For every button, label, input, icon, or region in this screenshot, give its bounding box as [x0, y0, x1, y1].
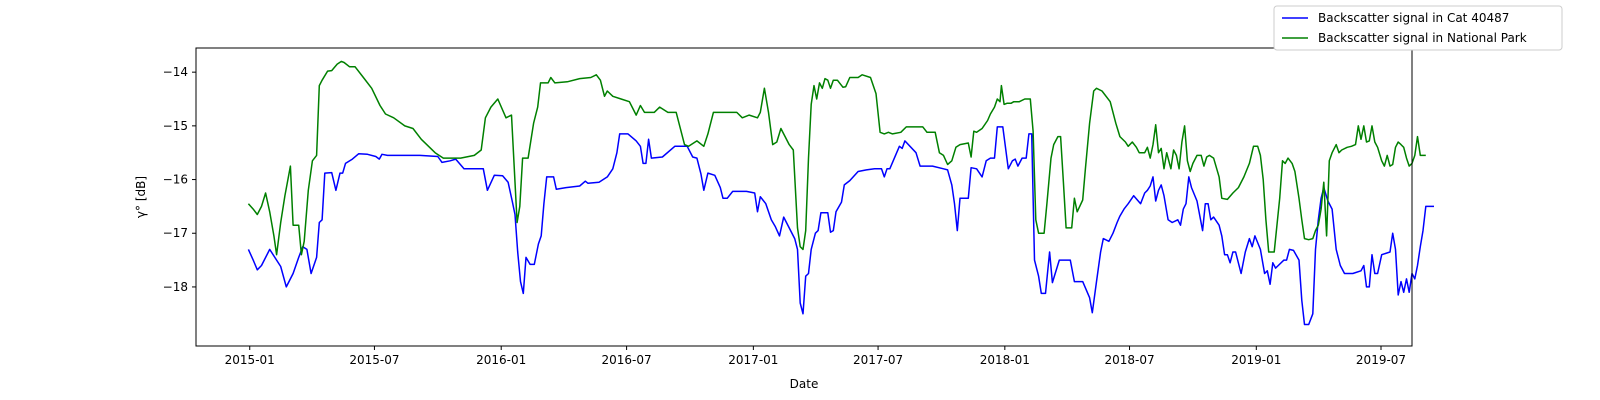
- y-tick-label: −14: [163, 65, 188, 79]
- legend-label-cat: Backscatter signal in Cat 40487: [1318, 11, 1509, 25]
- x-tick-label: 2017-01: [728, 353, 778, 367]
- legend: Backscatter signal in Cat 40487 Backscat…: [1273, 5, 1563, 51]
- legend-box: [1273, 5, 1563, 51]
- x-tick-label: 2015-01: [225, 353, 275, 367]
- plot-frame: [195, 47, 1413, 347]
- x-tick-label: 2016-01: [476, 353, 526, 367]
- legend-label-park: Backscatter signal in National Park: [1318, 31, 1527, 45]
- x-tick-label: 2017-07: [853, 353, 903, 367]
- x-tick-label: 2019-01: [1231, 353, 1281, 367]
- series-layer: [247, 60, 1434, 326]
- y-tick-label: −17: [163, 226, 188, 240]
- y-tick-label: −15: [163, 119, 188, 133]
- series-line-park: [247, 60, 1426, 256]
- series-line-cat: [247, 126, 1434, 326]
- y-axis-title: γ° [dB]: [134, 176, 148, 218]
- x-axis-ticks: 2015-01 2015-07 2016-01 2016-07 2017-01 2017-…: [225, 346, 1406, 367]
- x-tick-label: 2018-01: [980, 353, 1030, 367]
- x-tick-label: 2016-07: [602, 353, 652, 367]
- y-tick-label: −18: [163, 280, 188, 294]
- y-tick-label: −16: [163, 173, 188, 187]
- x-tick-label: 2019-07: [1356, 353, 1406, 367]
- y-axis-ticks: −18 −17 −16 −15 −14: [163, 65, 196, 294]
- x-tick-label: 2015-07: [349, 353, 399, 367]
- x-axis-title: Date: [790, 377, 819, 391]
- x-tick-label: 2018-07: [1104, 353, 1154, 367]
